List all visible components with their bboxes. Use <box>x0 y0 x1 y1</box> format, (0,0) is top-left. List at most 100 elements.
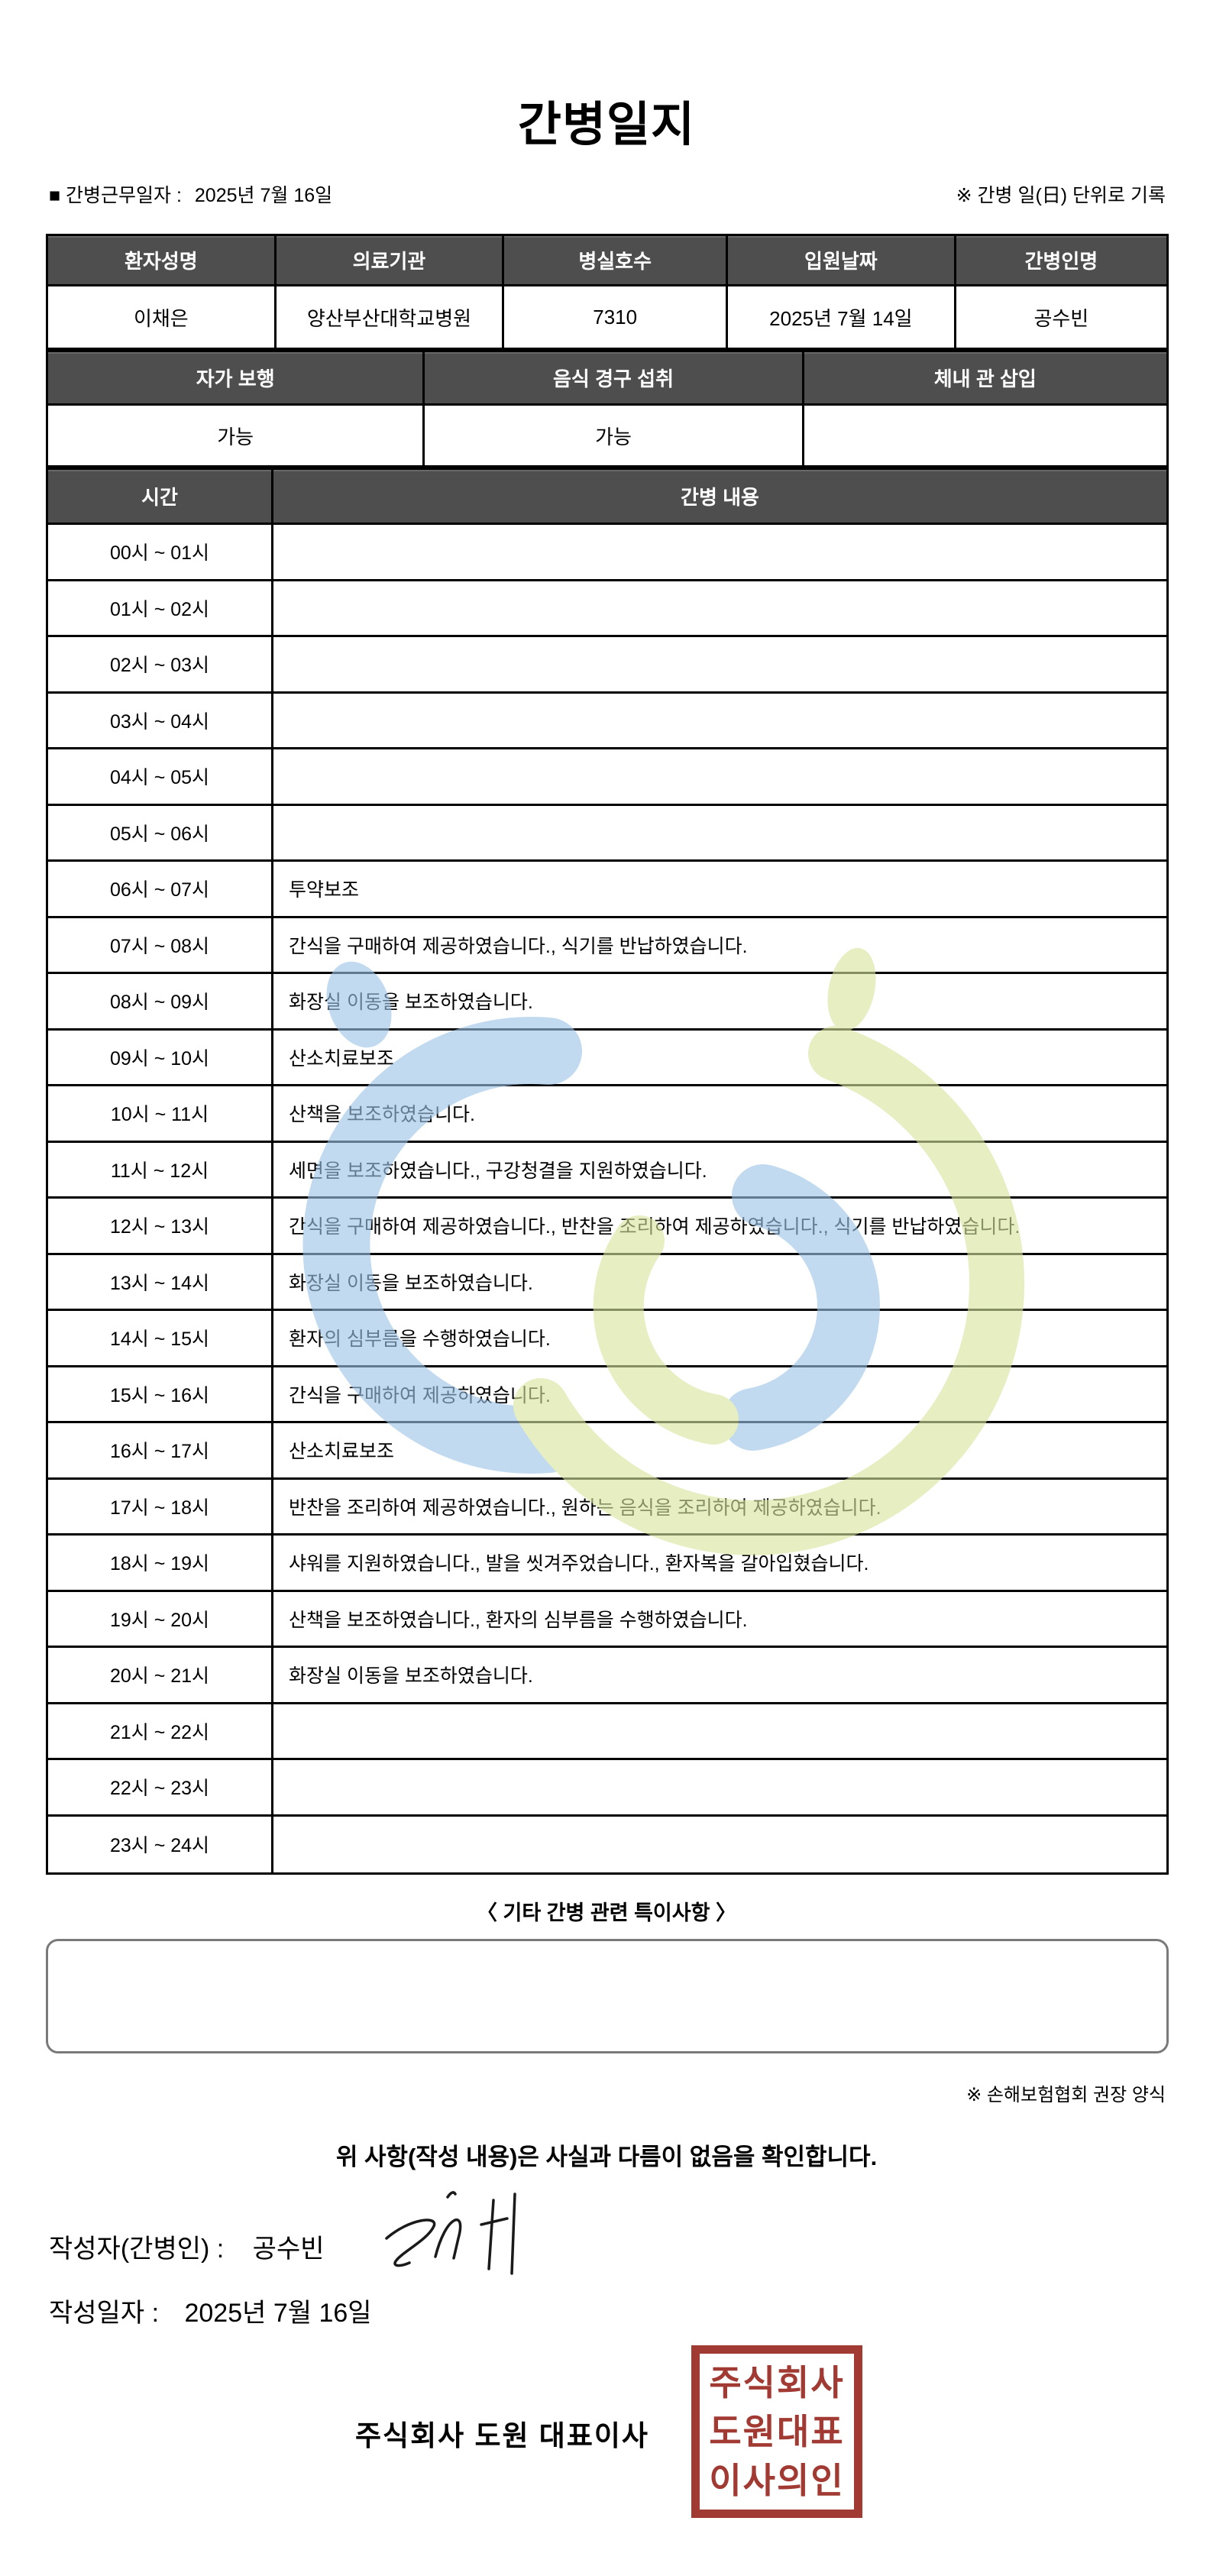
care-time-cell: 00시 ~ 01시 <box>48 525 273 579</box>
caregiver-signature <box>385 2191 516 2275</box>
unit-note: ※ 간병 일(日) 단위로 기록 <box>956 185 1166 206</box>
care-time-cell: 22시 ~ 23시 <box>48 1760 273 1814</box>
care-content-cell: 세면을 보조하였습니다., 구강청결을 지원하였습니다. <box>289 1160 707 1182</box>
care-time-cell: 19시 ~ 20시 <box>48 1591 273 1646</box>
care-log-row: 14시 ~ 15시 환자의 심부름을 수행하였습니다. <box>48 1311 1166 1367</box>
care-content-cell: 환자의 심부름을 수행하였습니다. <box>289 1328 551 1351</box>
care-time-cell: 12시 ~ 13시 <box>48 1199 273 1253</box>
care-time-cell: 07시 ~ 08시 <box>48 917 273 972</box>
care-time-cell: 15시 ~ 16시 <box>48 1367 273 1421</box>
header-tube-insertion: 체내 관 삽입 <box>804 352 1166 403</box>
header-care-content: 간병 내용 <box>273 470 1166 523</box>
special-notes-box <box>46 1939 1169 2053</box>
care-content-cell: 화장실 이동을 보조하였습니다. <box>289 1665 533 1688</box>
header-room-number: 병실호수 <box>504 236 729 284</box>
page-title: 간병일지 <box>517 99 696 151</box>
care-content-cell: 화장실 이동을 보조하였습니다. <box>289 1272 533 1294</box>
care-content-cell: 샤워를 지원하였습니다., 발을 씻겨주었습니다., 환자복을 갈아입혔습니다. <box>289 1553 869 1575</box>
written-date-value: 2025년 7월 16일 <box>184 2299 372 2328</box>
care-time-cell: 16시 ~ 17시 <box>48 1423 273 1477</box>
care-time-cell: 20시 ~ 21시 <box>48 1648 273 1702</box>
patient-status-table: 자가 보행 음식 경구 섭취 체내 관 삽입 가능 가능 <box>46 350 1169 468</box>
care-content-cell: 간식을 구매하여 제공하였습니다., 반찬을 조리하여 제공하였습니다., 식기… <box>289 1216 1021 1238</box>
care-log-row: 08시 ~ 09시 화장실 이동을 보조하였습니다. <box>48 974 1166 1031</box>
work-date-label: ■ 간병근무일자 : <box>49 185 182 206</box>
care-log-row: 09시 ~ 10시 산소치료보조 <box>48 1030 1166 1086</box>
care-log-row: 18시 ~ 19시 샤워를 지원하였습니다., 발을 씻겨주었습니다., 환자복… <box>48 1536 1166 1592</box>
care-content-cell: 화장실 이동을 보조하였습니다. <box>289 992 533 1014</box>
care-content-cell <box>273 749 1166 804</box>
care-time-cell: 23시 ~ 24시 <box>48 1816 273 1872</box>
work-date-value: 2025년 7월 16일 <box>194 185 333 206</box>
header-admission-date: 입원날짜 <box>728 236 956 284</box>
care-time-cell: 06시 ~ 07시 <box>48 862 273 916</box>
care-log-row: 02시 ~ 03시 <box>48 637 1166 694</box>
care-log-row: 07시 ~ 08시 간식을 구매하여 제공하였습니다., 식기를 반납하였습니다… <box>48 917 1166 974</box>
header-patient-name: 환자성명 <box>48 236 277 284</box>
value-oral-intake: 가능 <box>425 406 804 465</box>
care-log-row: 11시 ~ 12시 세면을 보조하였습니다., 구강청결을 지원하였습니다. <box>48 1142 1166 1199</box>
meta-row: ■ 간병근무일자 : 2025년 7월 16일 ※ 간병 일(日) 단위로 기록 <box>49 180 1166 208</box>
patient-info-value-row: 이채은 양산부산대학교병원 7310 2025년 7월 14일 공수빈 <box>48 286 1166 348</box>
care-content-cell <box>273 806 1166 860</box>
written-date-line: 작성일자 : 2025년 7월 16일 <box>49 2292 372 2329</box>
seal-text-row: 주식회사 <box>709 2363 845 2403</box>
value-self-walking: 가능 <box>48 406 425 465</box>
patient-info-table: 환자성명 의료기관 병실호수 입원날짜 간병인명 이채은 양산부산대학교병원 7… <box>46 234 1169 350</box>
care-log-row: 00시 ~ 01시 <box>48 525 1166 581</box>
confirmation-statement: 위 사항(작성 내용)은 사실과 다름이 없음을 확인합니다. <box>335 2144 878 2170</box>
care-time-cell: 03시 ~ 04시 <box>48 693 273 747</box>
written-date-label: 작성일자 : <box>49 2299 160 2328</box>
care-time-cell: 11시 ~ 12시 <box>48 1142 273 1196</box>
writer-label: 작성자(간병인) : <box>49 2235 225 2264</box>
care-time-cell: 01시 ~ 02시 <box>48 581 273 635</box>
care-log-row: 21시 ~ 22시 <box>48 1704 1166 1760</box>
care-log-row: 22시 ~ 23시 <box>48 1760 1166 1817</box>
care-time-cell: 14시 ~ 15시 <box>48 1311 273 1365</box>
work-date-line: ■ 간병근무일자 : 2025년 7월 16일 <box>49 180 340 208</box>
care-log-row: 12시 ~ 13시 간식을 구매하여 제공하였습니다., 반찬을 조리하여 제공… <box>48 1199 1166 1255</box>
value-room-number: 7310 <box>504 286 729 348</box>
care-log-row: 15시 ~ 16시 간식을 구매하여 제공하였습니다. <box>48 1367 1166 1423</box>
form-recommendation-note: ※ 손해보험협회 권장 양식 <box>966 2085 1166 2105</box>
seal-text-row: 도원대표 <box>709 2412 845 2451</box>
care-content-cell <box>273 1704 1166 1759</box>
header-time: 시간 <box>48 470 273 523</box>
care-log-row: 06시 ~ 07시 투약보조 <box>48 862 1166 918</box>
care-log-row: 19시 ~ 20시 산책을 보조하였습니다., 환자의 심부름을 수행하였습니다… <box>48 1591 1166 1648</box>
writer-name: 공수빈 <box>252 2235 325 2264</box>
care-time-cell: 04시 ~ 05시 <box>48 749 273 804</box>
care-time-cell: 05시 ~ 06시 <box>48 805 273 859</box>
care-content-cell: 산책을 보조하였습니다. <box>289 1104 475 1126</box>
header-caregiver-name: 간병인명 <box>956 236 1166 284</box>
value-tube-insertion <box>804 406 1166 465</box>
care-time-cell: 21시 ~ 22시 <box>48 1704 273 1758</box>
patient-info-header-row: 환자성명 의료기관 병실호수 입원날짜 간병인명 <box>48 236 1166 286</box>
care-content-cell: 간식을 구매하여 제공하였습니다., 식기를 반납하였습니다. <box>289 935 748 957</box>
care-log-row: 04시 ~ 05시 <box>48 749 1166 806</box>
corporate-seal-stamp: 주식회사 도원대표 이사의인 <box>691 2345 862 2518</box>
care-content-cell: 산소치료보조 <box>289 1047 395 1070</box>
care-content-cell <box>273 694 1166 748</box>
value-medical-institution: 양산부산대학교병원 <box>276 286 505 348</box>
care-content-cell: 산소치료보조 <box>289 1441 395 1463</box>
value-admission-date: 2025년 7월 14일 <box>728 286 956 348</box>
care-time-cell: 08시 ~ 09시 <box>48 974 273 1028</box>
care-content-cell: 간식을 구매하여 제공하였습니다. <box>289 1384 551 1406</box>
care-log-row: 20시 ~ 21시 화장실 이동을 보조하였습니다. <box>48 1648 1166 1704</box>
care-content-cell <box>273 637 1166 691</box>
care-log-header-row: 시간 간병 내용 <box>48 470 1166 525</box>
care-time-cell: 02시 ~ 03시 <box>48 637 273 691</box>
care-log-row: 16시 ~ 17시 산소치료보조 <box>48 1423 1166 1480</box>
care-content-cell <box>273 525 1166 579</box>
care-time-cell: 10시 ~ 11시 <box>48 1086 273 1141</box>
care-content-cell: 반찬을 조리하여 제공하였습니다., 원하는 음식을 조리하여 제공하였습니다. <box>289 1497 881 1519</box>
special-notes-heading: 〈 기타 간병 관련 특이사항 〉 <box>477 1901 736 1924</box>
care-content-cell: 산책을 보조하였습니다., 환자의 심부름을 수행하였습니다. <box>289 1609 748 1631</box>
seal-text-row: 이사의인 <box>709 2461 845 2500</box>
care-content-cell <box>273 1817 1166 1873</box>
care-log-row: 05시 ~ 06시 <box>48 805 1166 862</box>
care-content-cell: 투약보조 <box>289 879 360 901</box>
care-log-row: 10시 ~ 11시 산책을 보조하였습니다. <box>48 1086 1166 1143</box>
